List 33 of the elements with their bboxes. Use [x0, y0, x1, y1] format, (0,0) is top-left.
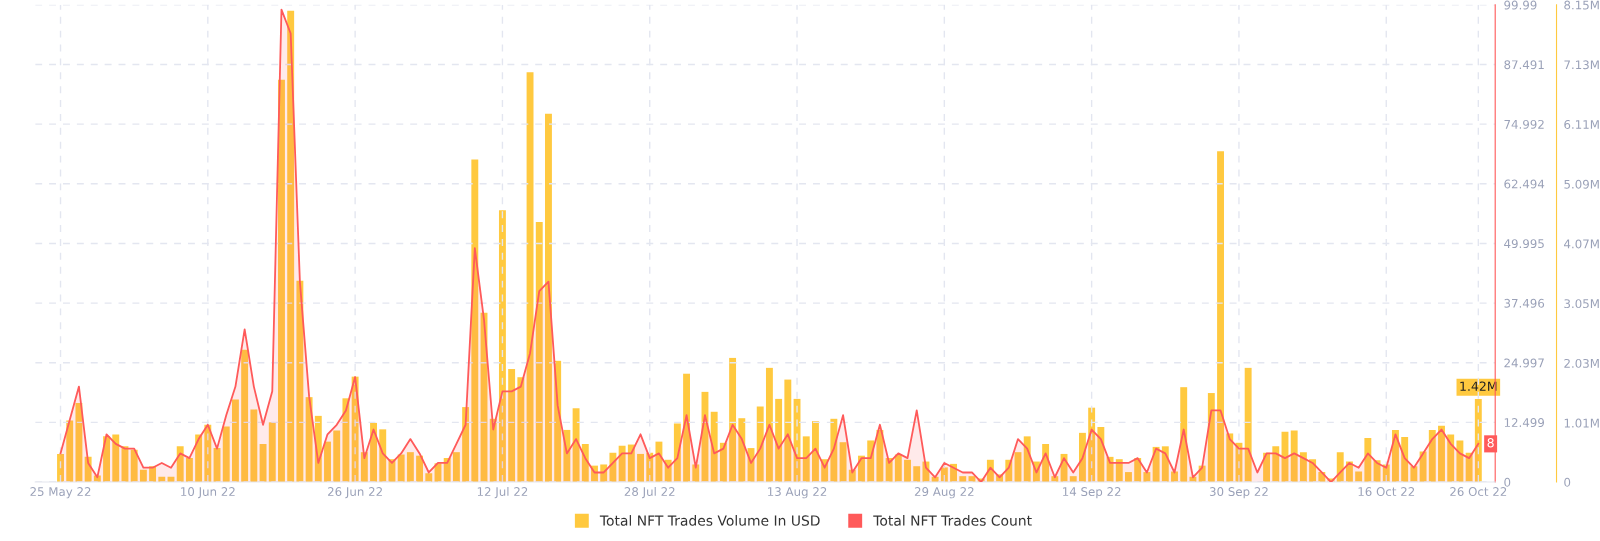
- y2-tick-label: 2.03M: [1564, 358, 1599, 368]
- y-tick-label: 74.992: [1504, 119, 1544, 129]
- y-tick-label: 12.499: [1504, 418, 1545, 428]
- y-tick-label: 0: [1504, 477, 1511, 487]
- data-label: 8: [1487, 438, 1494, 448]
- legend-label: Total NFT Trades Volume In USD: [599, 515, 820, 526]
- y2-tick-label: 3.05M: [1564, 299, 1599, 309]
- y2-tick-label: 0: [1564, 477, 1571, 487]
- y2-tick-label: 4.07M: [1564, 239, 1599, 249]
- y-tick-label: 87.491: [1504, 60, 1544, 70]
- x-tick-label: 28 Jul 22: [624, 486, 675, 499]
- y-tick-label: 37.496: [1504, 298, 1545, 308]
- x-tick-label: 13 Aug 22: [768, 487, 827, 499]
- x-tick-label: 26 Jun 22: [327, 487, 382, 499]
- y-tick-label: 62.494: [1504, 179, 1545, 189]
- y-tick-label: 24.997: [1504, 358, 1544, 368]
- x-tick-label: 25 May 22: [30, 487, 91, 499]
- y2-tick-label: 8.15M: [1564, 0, 1599, 10]
- y2-tick-label: 7.13M: [1564, 60, 1599, 70]
- x-tick-label: 29 Aug 22: [914, 487, 974, 499]
- y2-tick-label: 1.01M: [1564, 418, 1599, 428]
- y-tick-label: 49.995: [1504, 239, 1544, 249]
- legend-label: Total NFT Trades Count: [873, 515, 1032, 526]
- x-tick-label: 30 Sep 22: [1209, 487, 1268, 499]
- x-tick-label: 10 Jun 22: [181, 487, 235, 499]
- data-label: 1.42M: [1460, 381, 1497, 391]
- y-tick-label: 99.99: [1504, 0, 1537, 10]
- y2-tick-label: 5.09M: [1564, 179, 1599, 189]
- x-tick-label: 14 Sep 22: [1063, 487, 1121, 499]
- x-tick-label: 26 Oct 22: [1450, 487, 1507, 497]
- x-tick-label: 16 Oct 22: [1358, 487, 1415, 497]
- y2-tick-label: 6.11M: [1564, 120, 1599, 129]
- x-tick-label: 12 Jul 22: [477, 486, 528, 499]
